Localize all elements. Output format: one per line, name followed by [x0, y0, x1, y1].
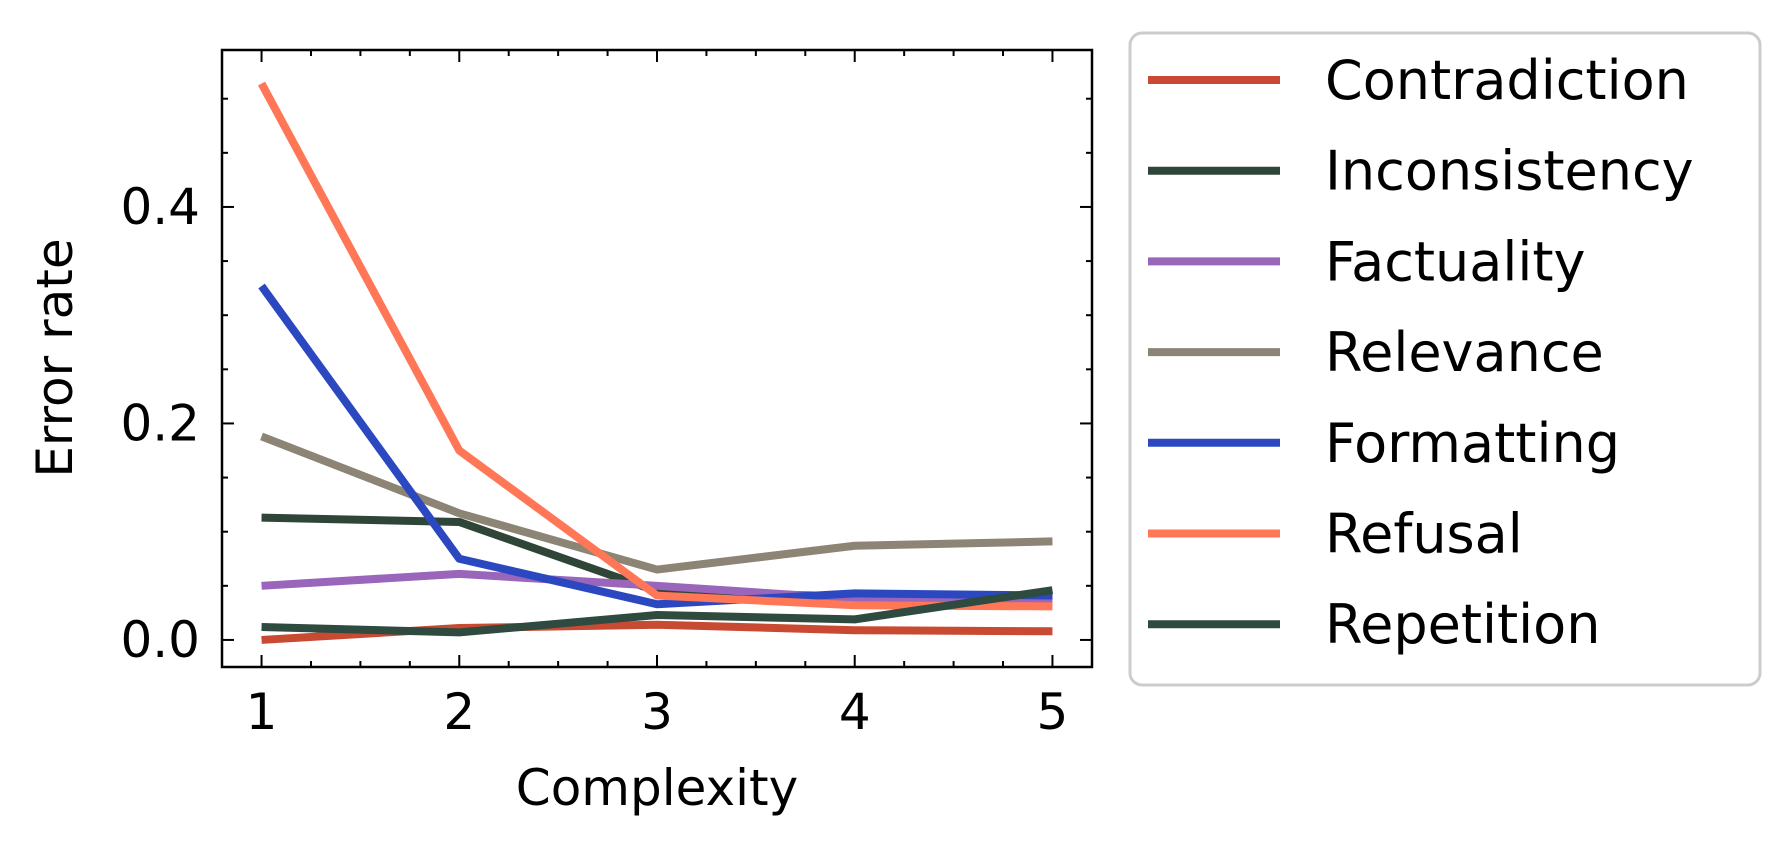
y-axis-label: Error rate: [26, 238, 84, 477]
x-tick-label: 2: [443, 683, 475, 741]
legend-label: Relevance: [1325, 321, 1604, 384]
x-axis-label: Complexity: [516, 759, 798, 817]
series-line-repetition: [261, 586, 1054, 637]
plot-frame: [220, 48, 1094, 669]
legend-label: Repetition: [1325, 593, 1600, 656]
y-tick-label: 0.4: [120, 178, 200, 236]
series-line-refusal: [258, 81, 1053, 611]
series-line-formatting: [258, 283, 1053, 609]
legend-label: Refusal: [1325, 503, 1523, 566]
series-line-relevance: [260, 432, 1053, 574]
x-tick-label: 3: [641, 683, 673, 741]
legend-label: Formatting: [1325, 412, 1620, 475]
legend-frame: [1128, 31, 1762, 687]
legend-label: Inconsistency: [1325, 140, 1694, 203]
legend: Contradiction Inconsistency Factuality Rele…: [1128, 31, 1762, 687]
tick-labels: 1 2 3 4 5 0.0 0.2 0.4: [120, 178, 1068, 741]
series-line-factuality: [261, 569, 1053, 605]
legend-label: Contradiction: [1325, 49, 1689, 112]
series-lines: [258, 81, 1054, 644]
axis-ticks: [222, 50, 1092, 667]
x-tick-label: 4: [839, 683, 871, 741]
x-tick-label: 5: [1037, 683, 1069, 741]
legend-label: Factuality: [1325, 230, 1586, 293]
y-tick-label: 0.2: [120, 394, 200, 452]
x-tick-label: 1: [246, 683, 278, 741]
y-tick-label: 0.0: [120, 611, 200, 669]
